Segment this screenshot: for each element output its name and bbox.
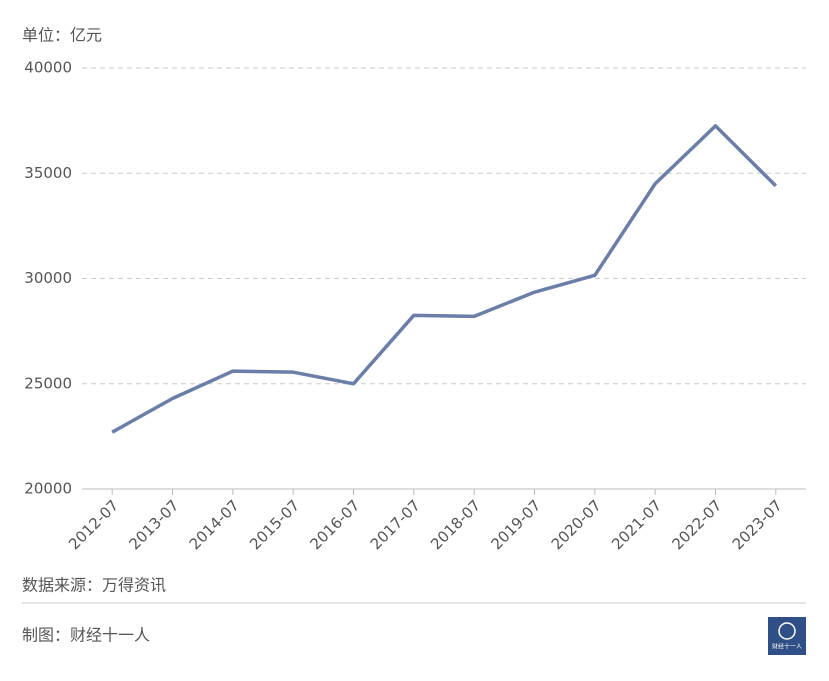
logo-text: 财经十一人 [772, 643, 802, 651]
x-tick-label: 2023-07 [729, 496, 786, 553]
credit: 制图：财经十一人 [22, 626, 150, 645]
x-tick-label: 2017-07 [367, 496, 424, 553]
x-tick-label: 2016-07 [306, 496, 363, 553]
y-tick-label: 35000 [24, 164, 72, 182]
y-tick-label: 40000 [24, 59, 72, 77]
x-tick-label: 2020-07 [548, 496, 605, 553]
x-tick-label: 2018-07 [427, 496, 484, 553]
x-tick-label: 2014-07 [186, 496, 243, 553]
x-tick-label: 2019-07 [487, 496, 544, 553]
line-series [111, 124, 778, 434]
source: 数据来源：万得资讯 [22, 576, 166, 595]
y-tick-label: 25000 [24, 374, 72, 392]
unit-label: 单位：亿元 [22, 26, 102, 45]
logo-globe [778, 622, 796, 640]
x-tick-label: 2021-07 [608, 496, 665, 553]
y-tick-label: 20000 [24, 480, 72, 498]
x-tick-label: 2015-07 [246, 496, 303, 553]
x-tick-label: 2022-07 [668, 496, 725, 553]
x-tick-label: 2013-07 [125, 496, 182, 553]
y-tick-label: 30000 [24, 269, 72, 287]
x-tick-label: 2012-07 [65, 496, 122, 553]
